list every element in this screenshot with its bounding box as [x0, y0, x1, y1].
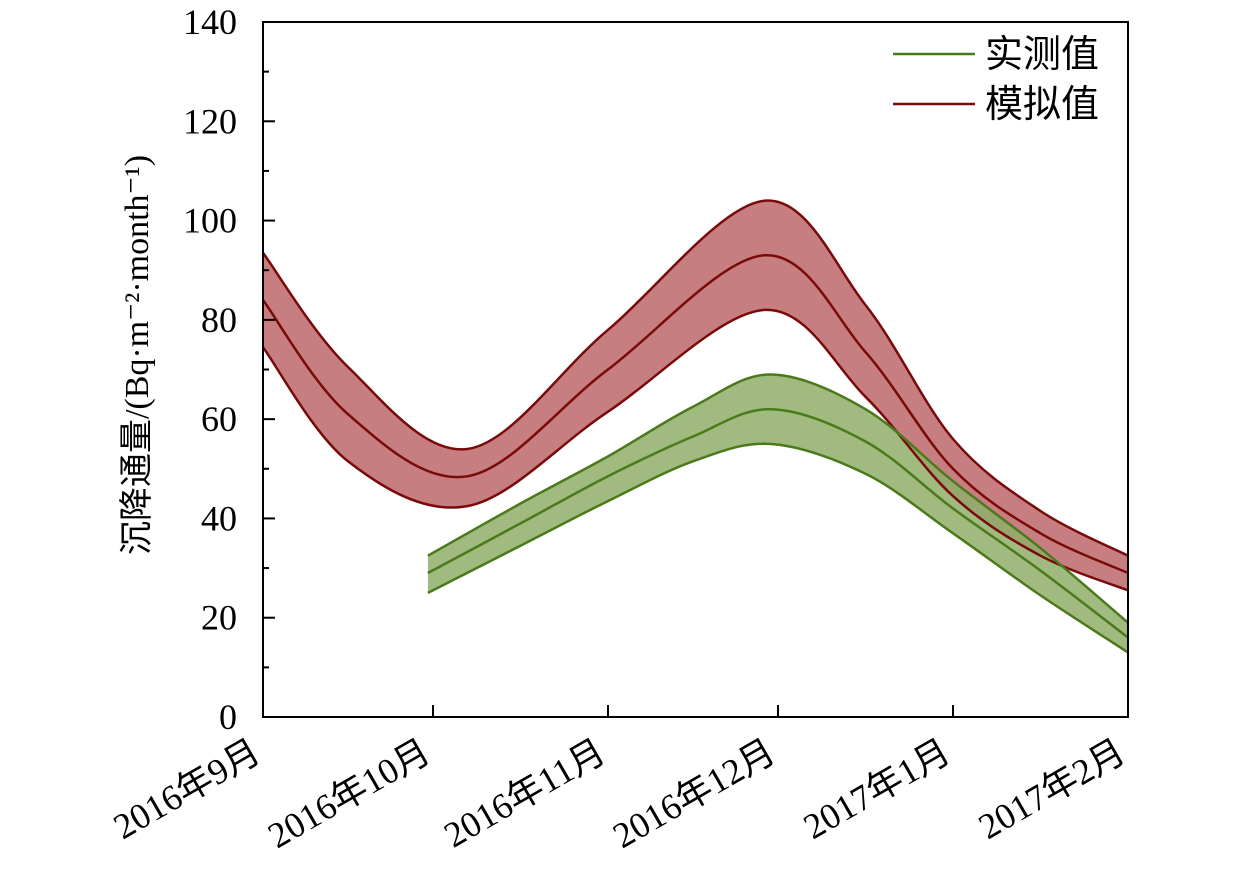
band-1 [263, 200, 1128, 591]
x-tick-label-4: 2017年1月 [797, 731, 957, 847]
y-tick-label-100: 100 [183, 201, 237, 241]
x-tick-label-5: 2017年2月 [972, 731, 1132, 847]
series-upper-0 [427, 373, 1129, 624]
y-tick-label-140: 140 [183, 2, 237, 42]
series-lower-0 [427, 442, 1129, 654]
y-tick-label-0: 0 [219, 697, 237, 737]
series-lower-1 [261, 308, 1129, 592]
plot-frame [262, 21, 1129, 718]
series-line-1 [261, 254, 1129, 575]
series-upper-1 [261, 199, 1129, 557]
y-axis-title: 沉降通量/(Bq·m⁻²·month⁻¹) [118, 155, 156, 555]
x-tick-label-0: 2016年9月 [107, 731, 267, 847]
x-tick-label-1: 2016年10月 [261, 731, 437, 856]
y-tick-label-20: 20 [201, 598, 237, 638]
y-tick-label-120: 120 [183, 101, 237, 141]
y-tick-label-40: 40 [201, 498, 237, 538]
x-tick-label-2: 2016年11月 [437, 731, 612, 855]
x-tick-label-3: 2016年12月 [606, 731, 782, 856]
y-tick-label-80: 80 [201, 300, 237, 340]
series-line-0 [427, 407, 1129, 639]
legend-label-1: 模拟值 [985, 84, 1099, 126]
legend-label-0: 实测值 [985, 34, 1099, 76]
y-tick-label-60: 60 [201, 399, 237, 439]
series-lines [261, 199, 1129, 654]
uncertainty-bands [263, 200, 1128, 653]
band-0 [427, 374, 1128, 653]
